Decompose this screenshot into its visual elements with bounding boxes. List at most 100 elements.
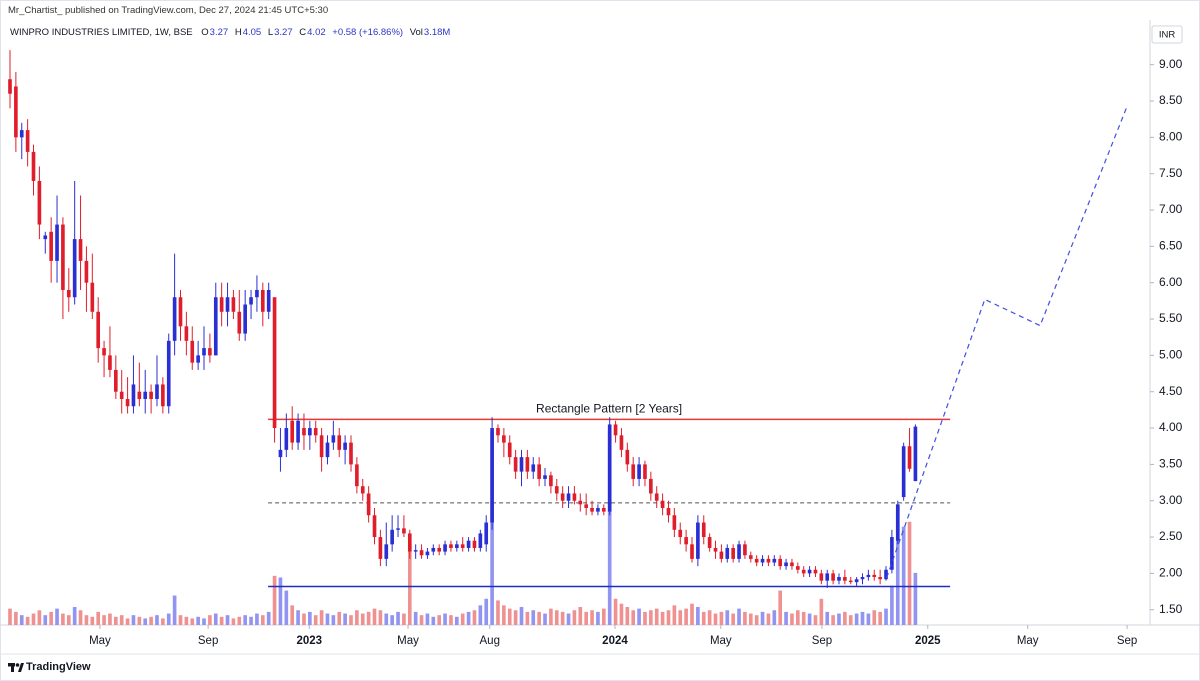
volume-bar — [249, 616, 253, 625]
currency: INR — [1159, 30, 1176, 41]
volume-bar — [413, 611, 418, 625]
candle-body — [701, 522, 706, 538]
candle-body — [460, 544, 465, 548]
volume-bar — [754, 615, 759, 625]
candle-body — [19, 130, 24, 138]
volume-bar — [649, 610, 653, 625]
volume-bar — [14, 611, 18, 625]
candle-body — [525, 457, 530, 472]
x-tick-label: 2025 — [915, 635, 941, 647]
volume-bar — [231, 618, 236, 625]
volume-bar — [590, 610, 594, 625]
volume-bar — [114, 616, 118, 625]
volume-layer — [8, 430, 918, 625]
volume-bar — [601, 608, 606, 625]
candle-body — [131, 384, 136, 407]
y-tick-label: 3.00 — [1159, 493, 1183, 507]
candle-body — [172, 297, 177, 341]
candle-body — [537, 464, 541, 479]
ohlc-value: 4.02 — [307, 27, 326, 38]
volume-bar — [460, 613, 465, 625]
candle-body — [437, 547, 442, 552]
volume-bar — [349, 615, 353, 625]
candle-body — [890, 537, 894, 570]
candle-body — [78, 239, 83, 261]
volume-bar — [613, 598, 618, 625]
candle-body — [766, 558, 771, 563]
volume-bar — [390, 615, 394, 625]
volume-label: Vol — [409, 27, 423, 38]
candle-body — [419, 550, 424, 556]
candle-body — [213, 297, 218, 356]
symbol: WINPRO INDUSTRIES LIMITED, 1W, BSE — [10, 27, 193, 38]
volume-bar — [690, 603, 694, 625]
volume-bar — [707, 610, 712, 625]
volume-bar — [537, 611, 541, 625]
volume-bar — [554, 610, 559, 625]
candle-body — [754, 558, 759, 563]
volume-bar — [854, 613, 859, 625]
candle-body — [578, 500, 583, 505]
candle-body — [202, 348, 206, 356]
volume-bar — [884, 608, 888, 625]
x-tick-label: Aug — [480, 635, 500, 647]
candle-body — [390, 529, 394, 545]
volume-bar — [55, 608, 59, 625]
ohlc-letter: H — [234, 27, 242, 38]
volume-bar — [366, 611, 371, 625]
volume-bar — [455, 616, 459, 625]
volume-bar — [196, 616, 200, 625]
volume-bar — [525, 611, 530, 625]
candle-body — [719, 551, 724, 559]
y-tick-label: 4.00 — [1159, 420, 1183, 434]
volume-bar — [378, 610, 383, 625]
volume-bar — [766, 613, 771, 625]
candle-body — [66, 289, 71, 298]
volume-bar — [790, 613, 794, 625]
candle-body — [596, 507, 600, 512]
volume-bar — [737, 608, 741, 625]
volume-bar — [166, 613, 171, 625]
volume-bar — [72, 606, 77, 625]
volume-bar — [302, 613, 306, 625]
volume-bar — [696, 606, 700, 625]
candle-body — [813, 569, 818, 574]
candle-body — [37, 180, 42, 225]
volume-bar — [631, 610, 636, 625]
candle-body — [425, 551, 430, 556]
candle-body — [466, 540, 471, 548]
candle-body — [884, 569, 888, 580]
candle-body — [225, 297, 230, 312]
candle-body — [872, 574, 877, 578]
volume-bar — [8, 608, 12, 625]
volume-bar — [225, 615, 230, 625]
volume-bar — [860, 611, 865, 625]
volume-bar — [355, 610, 359, 625]
volume-bar — [172, 595, 177, 625]
volume-bar — [660, 611, 665, 625]
candle-body — [166, 340, 171, 407]
volume-bar — [637, 608, 641, 625]
candle-body — [8, 79, 12, 94]
candle-body — [778, 558, 783, 567]
volume-bar — [125, 618, 130, 625]
volume-bar — [719, 611, 724, 625]
x-tick-label: May — [1017, 635, 1039, 647]
candle-body — [325, 442, 330, 458]
volume-bar — [155, 615, 159, 625]
candle-body — [743, 544, 747, 556]
volume-bar — [31, 613, 36, 625]
levels-layer — [268, 418, 951, 588]
candle-body — [825, 573, 830, 581]
candle-body — [155, 384, 159, 399]
candle-body — [125, 398, 130, 407]
volume-bar — [607, 430, 612, 625]
y-tick-label: 2.50 — [1159, 529, 1183, 543]
candle-body — [678, 529, 683, 538]
y-tick-label: 5.00 — [1159, 348, 1183, 362]
volume-bar — [807, 613, 812, 625]
volume-bar — [237, 616, 242, 625]
candle-body — [784, 562, 788, 567]
volume-bar — [913, 572, 918, 625]
